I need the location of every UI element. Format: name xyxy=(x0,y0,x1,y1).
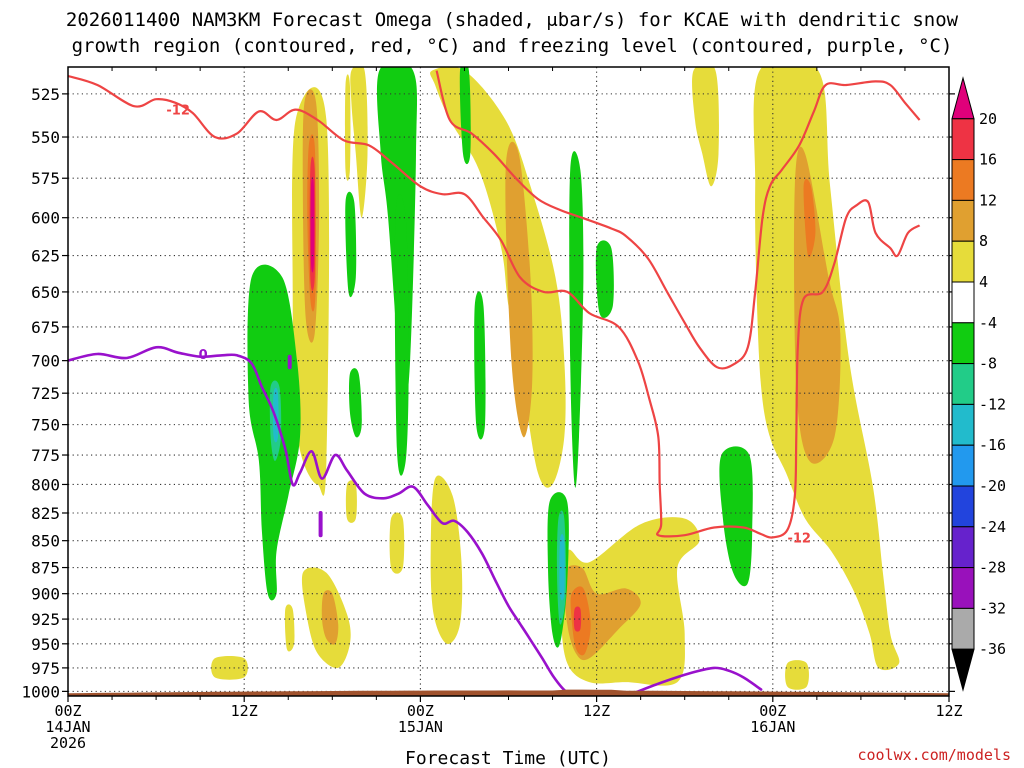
colorbar-label--16: -16 xyxy=(979,436,1006,454)
colorbar-swatch--16--12 xyxy=(951,403,975,446)
y-tick-label-825: 825 xyxy=(31,504,60,523)
omega-region-neg4-28 xyxy=(348,368,362,438)
y-tick-label-950: 950 xyxy=(31,635,60,654)
omega-region-pos4-9 xyxy=(284,604,295,652)
colorbar-label-20: 20 xyxy=(979,110,997,128)
x-tick-label-60-0: 12Z xyxy=(935,702,962,720)
colorbar-swatch--28--24 xyxy=(951,526,975,569)
dgz-contour-0 xyxy=(68,74,921,539)
terrain xyxy=(68,689,949,696)
colorbar-label-16: 16 xyxy=(979,151,997,169)
y-tick-label-975: 975 xyxy=(31,659,60,678)
colorbar-swatch-16-20 xyxy=(951,118,975,161)
omega-region-pos20-24 xyxy=(310,176,315,273)
chart-title-line-2: growth region (contoured, red, °C) and f… xyxy=(72,35,953,57)
omega-region-pos4-11 xyxy=(389,512,405,574)
x-tick-label-48-1: 16JAN xyxy=(750,718,795,736)
x-tick-label-0-2: 2026 xyxy=(50,734,86,752)
colorbar-label--12: -12 xyxy=(979,395,1006,413)
dgz-contour-label-end: -12 xyxy=(787,531,811,546)
y-tick-label-600: 600 xyxy=(31,209,60,228)
x-tick-label-0-1: 14JAN xyxy=(45,718,90,736)
y-tick-label-850: 850 xyxy=(31,532,60,551)
colorbar-label-8: 8 xyxy=(979,232,988,250)
colorbar-label--36: -36 xyxy=(979,640,1006,658)
omega-shading xyxy=(211,67,900,690)
omega-region-neg4-32 xyxy=(569,151,584,488)
colorbar-swatch--36--32 xyxy=(951,607,975,650)
omega-region-pos8-18 xyxy=(321,590,339,645)
x-tick-label-24-1: 15JAN xyxy=(398,718,443,736)
freezing-level-contour xyxy=(68,345,576,696)
colorbar-swatch--20--16 xyxy=(951,444,975,487)
colorbar-arrow-down xyxy=(951,648,975,692)
colorbar-swatch--32--28 xyxy=(951,567,975,609)
omega-region-pos4-13 xyxy=(785,660,809,690)
y-tick-label-650: 650 xyxy=(31,283,60,302)
colorbar-swatch--8--4 xyxy=(951,322,975,365)
omega-region-neg4-29 xyxy=(394,193,409,476)
colorbar-label-12: 12 xyxy=(979,191,997,209)
y-tick-label-550: 550 xyxy=(31,128,60,147)
colorbar-swatch-12-16 xyxy=(951,159,975,201)
y-tick-label-525: 525 xyxy=(31,85,60,104)
omega-region-neg4-34 xyxy=(719,446,753,587)
omega-region-neg4-31 xyxy=(474,291,486,440)
colorbar-swatch--12--8 xyxy=(951,363,975,405)
y-tick-label-750: 750 xyxy=(31,416,60,435)
x-tick-label-36-0: 12Z xyxy=(583,702,610,720)
y-tick-label-700: 700 xyxy=(31,352,60,371)
colorbar-arrow-up xyxy=(951,76,975,120)
source-credit: coolwx.com/models xyxy=(857,746,1011,764)
colorbar-label--4: -4 xyxy=(979,314,997,332)
x-axis-label: Forecast Time (UTC) xyxy=(405,748,611,768)
omega-region-pos4-4 xyxy=(344,74,351,181)
y-tick-label-875: 875 xyxy=(31,559,60,578)
x-tick-label-24-0: 00Z xyxy=(407,702,434,720)
colorbar-label--20: -20 xyxy=(979,477,1006,495)
y-tick-label-1000: 1000 xyxy=(21,682,60,701)
colorbar: 20 16 12 8 4 -4 -8 -12 -16 -20 -24 -28 -32 -36 xyxy=(951,76,1006,692)
colorbar-swatch-4-8 xyxy=(951,240,975,283)
contour-lines: -12 -12 0 xyxy=(68,70,921,696)
freezing-level-label: 0 xyxy=(199,348,208,363)
omega-region-pos4-12 xyxy=(345,480,357,523)
omega-region-neg4-35 xyxy=(595,240,614,318)
y-tick-label-925: 925 xyxy=(31,610,60,629)
x-tick-label-48-0: 00Z xyxy=(759,702,786,720)
chart-title-line-1: 2026011400 NAM3KM Forecast Omega (shaded… xyxy=(66,9,959,31)
colorbar-label--32: -32 xyxy=(979,599,1006,617)
omega-region-pos16-23 xyxy=(573,606,582,632)
y-tick-label-675: 675 xyxy=(31,318,60,337)
terrain-fill xyxy=(68,689,949,696)
colorbar-label--8: -8 xyxy=(979,355,997,373)
colorbar-label--28: -28 xyxy=(979,559,1006,577)
freezing-level-segment-0 xyxy=(632,666,763,695)
y-tick-label-800: 800 xyxy=(31,475,60,494)
colorbar-swatch-8-12 xyxy=(951,199,975,242)
colorbar-swatch--4-4 xyxy=(951,281,975,324)
colorbar-swatch--24--20 xyxy=(951,485,975,528)
colorbar-label-4: 4 xyxy=(979,273,988,291)
y-tick-label-625: 625 xyxy=(31,247,60,266)
colorbar-label--24: -24 xyxy=(979,518,1006,536)
omega-region-pos8-14 xyxy=(505,141,533,438)
x-tick-label-12-0: 12Z xyxy=(231,702,258,720)
dgz-contour-label-0: -12 xyxy=(166,104,190,119)
y-tick-label-775: 775 xyxy=(31,446,60,465)
x-tick-label-0-0: 00Z xyxy=(54,702,81,720)
y-tick-label-900: 900 xyxy=(31,585,60,604)
y-tick-label-725: 725 xyxy=(31,384,60,403)
pressure-axis: 525 550 575 600 625 650 675 700 725 750 775 800 825 8… xyxy=(21,85,955,701)
y-tick-label-575: 575 xyxy=(31,169,60,188)
plot-area: -12 -12 0 xyxy=(67,66,950,697)
omega-region-neg12-39 xyxy=(559,534,565,601)
omega-region-neg4-30 xyxy=(459,67,471,165)
omega-region-pos4-2 xyxy=(692,67,719,187)
dgz-contour-1 xyxy=(435,70,921,370)
